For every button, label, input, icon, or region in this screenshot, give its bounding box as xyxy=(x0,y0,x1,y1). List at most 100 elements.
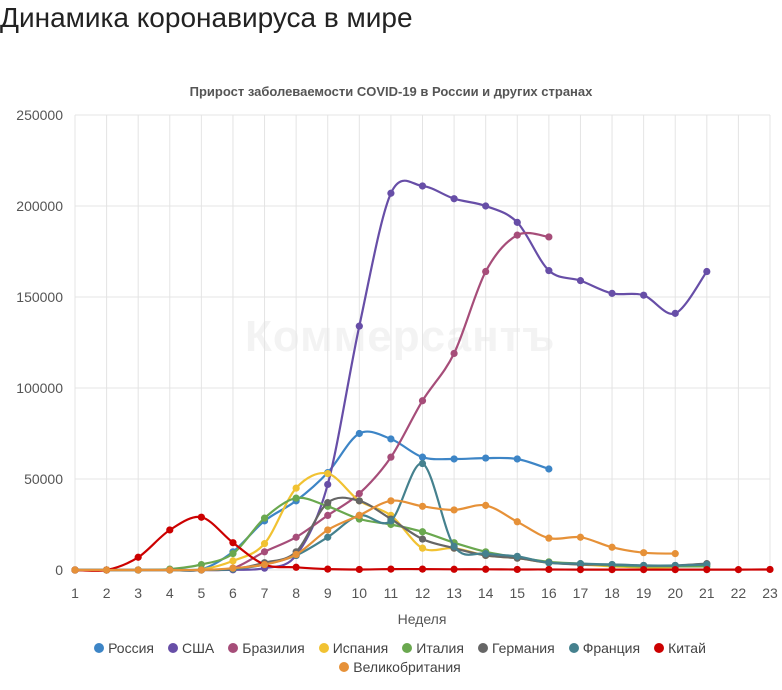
data-point xyxy=(229,557,237,565)
data-point xyxy=(734,566,743,574)
data-point xyxy=(229,550,237,558)
x-tick-label: 1 xyxy=(71,585,79,601)
data-point xyxy=(324,511,332,519)
legend-item: США xyxy=(167,640,215,656)
data-point xyxy=(324,533,332,541)
legend-label: Германия xyxy=(491,640,555,656)
legend-label: Россия xyxy=(108,640,154,656)
data-point xyxy=(608,289,616,297)
x-tick-label: 19 xyxy=(636,585,652,601)
legend-swatch xyxy=(477,643,488,653)
data-point xyxy=(513,565,521,574)
x-tick-label: 6 xyxy=(229,585,237,601)
data-point xyxy=(324,526,332,534)
data-point xyxy=(387,435,395,443)
data-point xyxy=(418,182,427,190)
data-point xyxy=(640,566,648,574)
data-point xyxy=(545,267,553,275)
page-title: Динамика коронавируса в мире xyxy=(0,2,413,33)
x-tick-label: 22 xyxy=(731,585,747,601)
data-point xyxy=(545,233,553,241)
data-point xyxy=(324,469,332,478)
data-point xyxy=(71,566,79,574)
data-point xyxy=(418,535,427,543)
x-tick-label: 9 xyxy=(324,585,332,601)
data-point xyxy=(703,267,711,276)
data-point xyxy=(260,560,269,569)
data-point xyxy=(576,560,585,568)
data-point xyxy=(355,497,363,505)
data-point xyxy=(608,560,616,569)
x-tick-label: 13 xyxy=(446,585,462,601)
legend-label: Италия xyxy=(416,640,464,656)
legend-label: Бразилия xyxy=(242,640,305,656)
data-point xyxy=(418,453,427,461)
data-point xyxy=(671,566,679,574)
data-point xyxy=(418,565,427,573)
legend-swatch xyxy=(318,643,329,653)
data-point xyxy=(450,349,458,358)
x-tick-label: 14 xyxy=(478,585,494,601)
data-point xyxy=(387,189,395,197)
data-point xyxy=(102,566,111,574)
data-point xyxy=(482,550,490,558)
series-line xyxy=(75,231,550,572)
data-point xyxy=(292,550,300,559)
data-point xyxy=(608,543,616,551)
data-point xyxy=(671,550,679,558)
legend-label: США xyxy=(181,640,215,656)
x-tick-label: 20 xyxy=(667,585,683,601)
legend-swatch xyxy=(568,643,579,653)
data-point xyxy=(324,565,332,573)
chart-title: Прирост заболеваемости COVID-19 в России… xyxy=(189,84,593,99)
data-point xyxy=(229,539,237,547)
data-point xyxy=(640,549,648,557)
x-tick-label: 18 xyxy=(604,585,620,601)
x-tick-labels: 1 2 3 4 5 6 7 8 9 10 11 12 13 14 15 16 17 18 19 20 21 22 23 xyxy=(71,585,778,601)
data-point xyxy=(418,528,427,536)
x-tick-label: 2 xyxy=(103,585,111,601)
y-tick-label: 200000 xyxy=(16,198,63,214)
data-point xyxy=(355,565,363,574)
data-point xyxy=(292,494,300,502)
data-point xyxy=(197,560,205,569)
data-point xyxy=(450,542,458,550)
data-point xyxy=(418,544,427,552)
data-point xyxy=(545,534,553,542)
data-point xyxy=(513,455,521,463)
legend-swatch xyxy=(94,643,105,653)
data-point xyxy=(671,309,679,317)
legend-item: Испания xyxy=(318,640,388,656)
legend-label: Китай xyxy=(668,640,706,656)
legend-item: Китай xyxy=(654,640,706,656)
chart-legend: Россия США Бразилия Испания Италия Германия Фр… xyxy=(60,640,740,675)
legend-item: Франция xyxy=(568,640,641,656)
y-tick-label: 100000 xyxy=(16,380,63,396)
y-tick-label: 250000 xyxy=(16,107,63,123)
y-tick-label: 50000 xyxy=(24,471,63,487)
data-point xyxy=(197,566,205,574)
data-point xyxy=(355,511,363,519)
legend-item: Германия xyxy=(477,640,555,656)
data-point xyxy=(292,533,300,541)
x-tick-label: 21 xyxy=(699,585,715,601)
data-point xyxy=(608,566,616,574)
x-axis-label: Неделя xyxy=(398,611,447,627)
x-tick-label: 3 xyxy=(134,585,142,601)
data-point xyxy=(482,501,490,509)
data-point xyxy=(513,518,521,526)
data-point xyxy=(418,397,427,405)
data-point xyxy=(197,513,205,521)
x-tick-label: 16 xyxy=(541,585,557,601)
data-point xyxy=(576,566,585,574)
data-point xyxy=(703,560,711,569)
data-point xyxy=(292,563,300,571)
data-point xyxy=(134,553,142,561)
legend-label: Франция xyxy=(582,640,641,656)
x-tick-label: 4 xyxy=(166,585,174,601)
x-tick-label: 10 xyxy=(352,585,368,601)
data-point xyxy=(355,489,363,498)
data-point xyxy=(513,552,521,560)
data-point xyxy=(387,497,395,505)
